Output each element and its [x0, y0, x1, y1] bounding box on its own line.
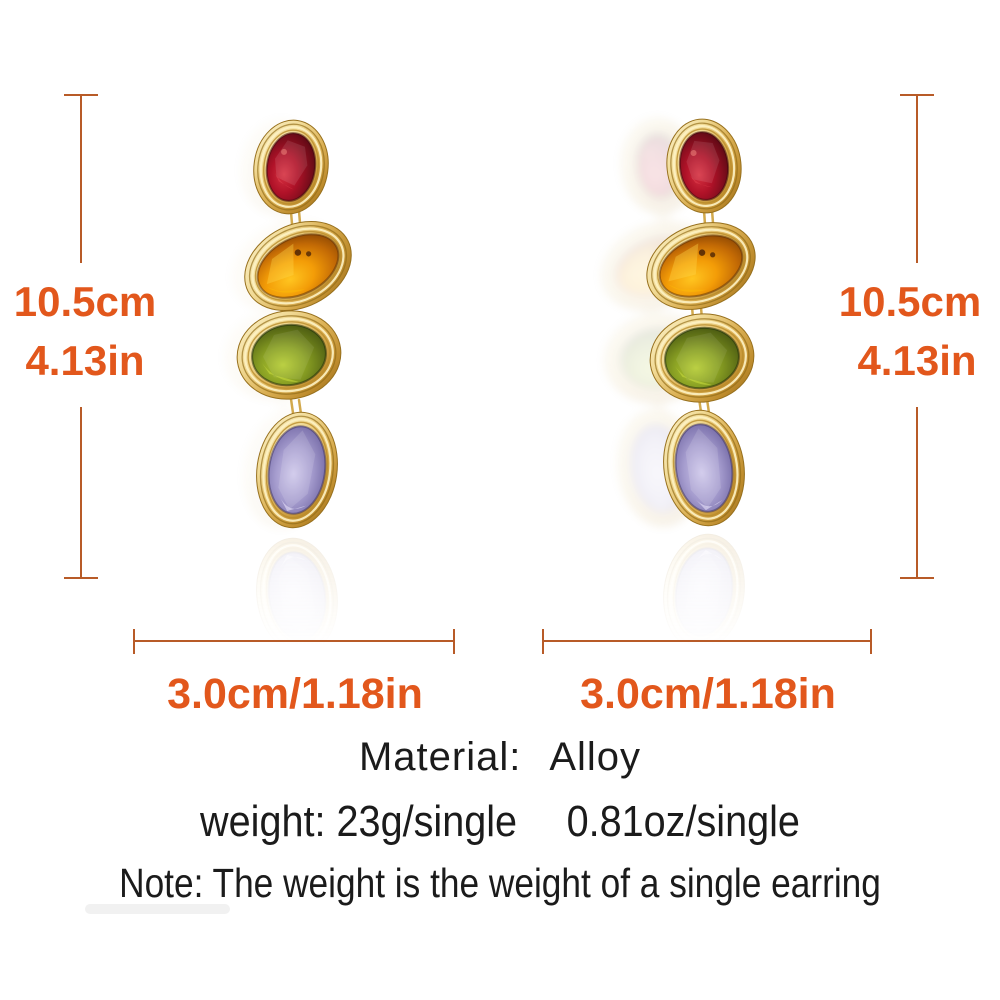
material-line: Material: Alloy [0, 735, 1000, 779]
height-label-in-right: 4.13in [857, 337, 977, 384]
height-label-in-left: 4.13in [25, 337, 145, 384]
height-label-cm-right: 10.5cm [838, 278, 982, 325]
weight-imperial: 0.81oz/single [566, 797, 800, 846]
height-line-bottom-tick-right [900, 577, 934, 579]
material-value: Alloy [549, 735, 642, 779]
width-line-left-end-tick [453, 629, 455, 654]
material-label: Material: [358, 735, 522, 779]
height-line-upper-right [916, 95, 918, 263]
height-line-lower-right [916, 407, 918, 578]
width-label-right: 3.0cm/1.18in [580, 670, 836, 718]
width-line-right-end-tick [870, 629, 872, 654]
width-line-right-start-tick [542, 629, 544, 654]
weight-line: weight: 23g/single 0.81oz/single [50, 796, 950, 848]
left-earring-image [185, 100, 415, 660]
width-line-left [134, 640, 455, 642]
height-label-cm-left: 10.5cm [13, 278, 157, 325]
weight-metric: weight: 23g/single [200, 797, 518, 846]
width-line-left-start-tick [133, 629, 135, 654]
note-line: Note: The weight is the weight of a sing… [119, 860, 881, 906]
width-label-left: 3.0cm/1.18in [167, 670, 423, 718]
height-line-lower-left [80, 407, 82, 578]
width-line-right [543, 640, 872, 642]
height-line-bottom-tick-left [64, 577, 98, 579]
right-earring-image [592, 100, 822, 660]
height-line-upper-left [80, 95, 82, 263]
floor-reflection-smudge [85, 904, 230, 914]
